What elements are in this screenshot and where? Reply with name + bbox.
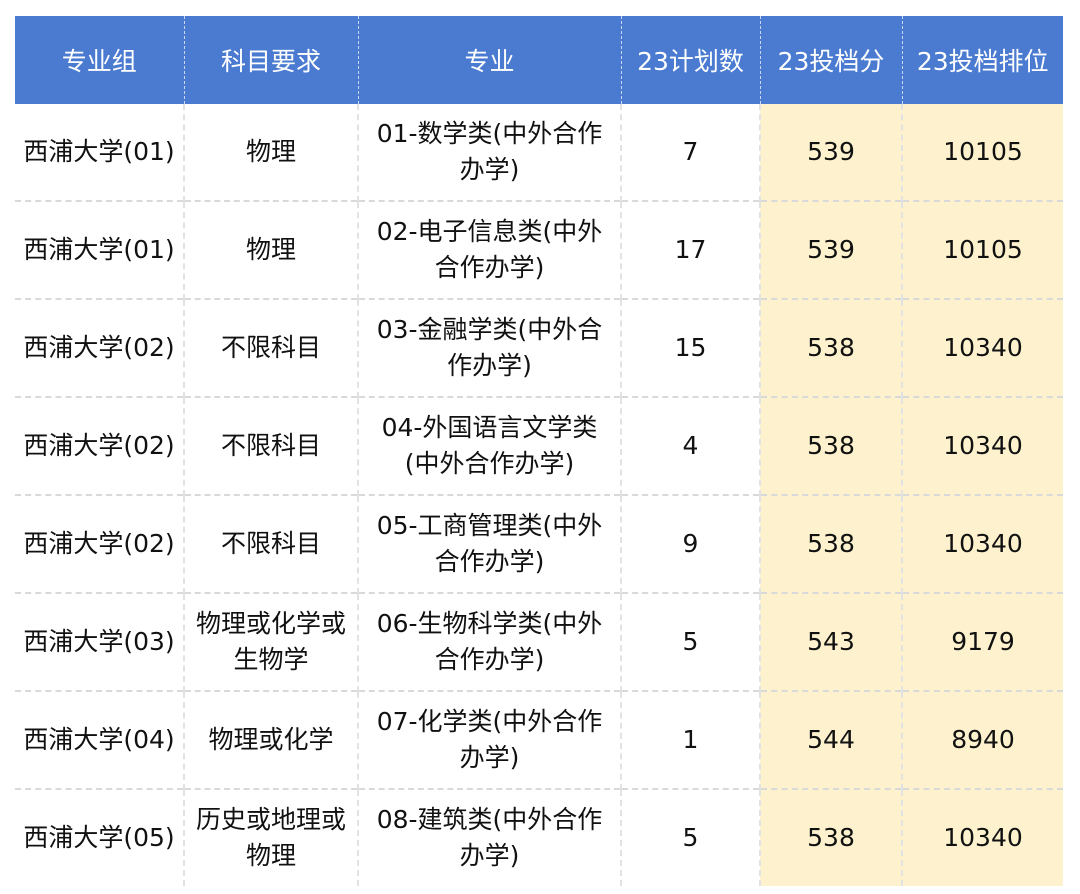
cell-plan-count: 1 xyxy=(620,690,760,789)
table-row: 西浦大学(04) 物理或化学 07-化学类(中外合作办学) 1 544 8940 xyxy=(15,690,1063,789)
cell-admission-score: 544 xyxy=(759,690,902,789)
table-body: 西浦大学(01) 物理 01-数学类(中外合作办学) 7 539 10105 西… xyxy=(15,104,1063,886)
cell-major-group: 西浦大学(01) xyxy=(23,137,175,166)
admission-table-container: 专业组 科目要求 专业 23计划数 23投档分 23投档排位 西浦大学(01) … xyxy=(15,16,1063,886)
cell-admission-rank: 10340 xyxy=(901,298,1063,397)
cell-subject-requirement: 物理或化学或生物学 xyxy=(183,592,358,691)
cell-plan-count: 17 xyxy=(620,200,760,299)
cell-admission-rank: 8940 xyxy=(901,690,1063,789)
header-admission-score: 23投档分 xyxy=(759,16,902,104)
cell-major-group: 西浦大学(03) xyxy=(15,592,184,691)
header-major: 专业 xyxy=(357,16,621,104)
cell-major: 08-建筑类(中外合作办学) xyxy=(357,788,621,886)
table-row: 西浦大学(03) 物理或化学或生物学 06-生物科学类(中外合作办学) 5 54… xyxy=(15,592,1063,691)
cell-subject-requirement: 不限科目 xyxy=(183,298,358,397)
table-row: 西浦大学(01) 物理 01-数学类(中外合作办学) 7 539 10105 xyxy=(15,104,1063,201)
cell-admission-rank: 10340 xyxy=(901,788,1063,886)
cell-subject-requirement: 物理 xyxy=(183,104,358,201)
cell-major-group: 西浦大学(02) xyxy=(15,298,184,397)
cell-plan-count: 9 xyxy=(620,494,760,593)
header-admission-rank: 23投档排位 xyxy=(901,16,1063,104)
cell-major-group: 西浦大学(05) xyxy=(15,788,184,886)
cell-plan-count: 7 xyxy=(620,104,760,201)
cell-major: 02-电子信息类(中外合作办学) xyxy=(357,200,621,299)
table-row: 西浦大学(02) 不限科目 03-金融学类(中外合作办学) 15 538 103… xyxy=(15,298,1063,397)
cell-major: 03-金融学类(中外合作办学) xyxy=(357,298,621,397)
header-row: 专业组 科目要求 专业 23计划数 23投档分 23投档排位 xyxy=(15,16,1063,104)
cell-admission-score: 539 xyxy=(759,104,902,201)
table-row: 西浦大学(01) 物理 02-电子信息类(中外合作办学) 17 539 1010… xyxy=(15,200,1063,299)
cell-major: 05-工商管理类(中外合作办学) xyxy=(357,494,621,593)
cell-admission-score: 539 xyxy=(759,200,902,299)
cell-admission-score: 538 xyxy=(759,788,902,886)
cell-major-group: 西浦大学(02) xyxy=(15,494,184,593)
cell-major: 06-生物科学类(中外合作办学) xyxy=(357,592,621,691)
cell-subject-requirement: 物理 xyxy=(183,200,358,299)
cell-major: 07-化学类(中外合作办学) xyxy=(357,690,621,789)
header-subject-requirement: 科目要求 xyxy=(183,16,358,104)
admission-table: 专业组 科目要求 专业 23计划数 23投档分 23投档排位 西浦大学(01) … xyxy=(15,16,1063,886)
header-plan-count: 23计划数 xyxy=(620,16,760,104)
cell-admission-score: 543 xyxy=(759,592,902,691)
cell-major: 01-数学类(中外合作办学) xyxy=(357,104,621,201)
cell-plan-count: 4 xyxy=(620,396,760,495)
table-row: 西浦大学(02) 不限科目 05-工商管理类(中外合作办学) 9 538 103… xyxy=(15,494,1063,593)
cell-major-group: 西浦大学(01) xyxy=(15,200,184,299)
cell-subject-requirement: 物理或化学 xyxy=(183,690,358,789)
cell-plan-count: 15 xyxy=(620,298,760,397)
cell-plan-count: 5 xyxy=(620,592,760,691)
cell-admission-rank: 10105 xyxy=(901,200,1063,299)
table-row: 西浦大学(02) 不限科目 04-外国语言文学类(中外合作办学) 4 538 1… xyxy=(15,396,1063,495)
cell-admission-rank: 10105 xyxy=(901,104,1063,201)
cell-major-group: 西浦大学(02) xyxy=(15,396,184,495)
cell-admission-rank: 10340 xyxy=(901,396,1063,495)
cell-plan-count: 5 xyxy=(620,788,760,886)
cell-admission-rank: 9179 xyxy=(901,592,1063,691)
cell-admission-rank: 10340 xyxy=(901,494,1063,593)
cell-admission-score: 538 xyxy=(759,494,902,593)
table-row: 西浦大学(05) 历史或地理或物理 08-建筑类(中外合作办学) 5 538 1… xyxy=(15,788,1063,886)
table-header: 专业组 科目要求 专业 23计划数 23投档分 23投档排位 xyxy=(15,16,1063,104)
cell-subject-requirement: 历史或地理或物理 xyxy=(183,788,358,886)
cell-admission-score: 538 xyxy=(759,298,902,397)
cell-major: 04-外国语言文学类(中外合作办学) xyxy=(357,396,621,495)
cell-admission-score: 538 xyxy=(759,396,902,495)
cell-subject-requirement: 不限科目 xyxy=(183,494,358,593)
header-major-group: 专业组 xyxy=(15,16,184,104)
cell-major-group: 西浦大学(04) xyxy=(15,690,184,789)
cell-subject-requirement: 不限科目 xyxy=(183,396,358,495)
